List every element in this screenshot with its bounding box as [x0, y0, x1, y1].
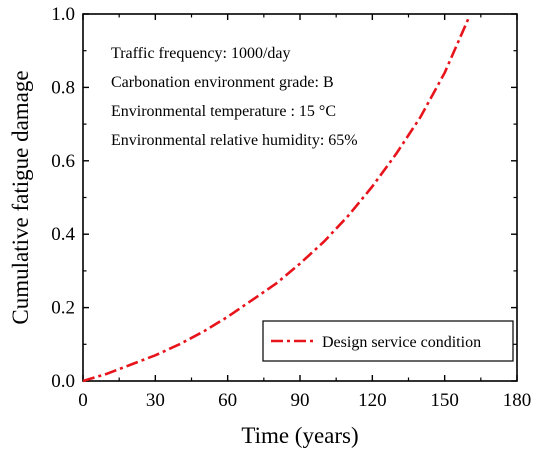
annotation-text: Traffic frequency: 1000/day	[111, 45, 291, 62]
annotation-text: Environmental temperature : 15 °C	[111, 103, 336, 120]
y-tick-label: 0.0	[51, 371, 75, 392]
y-tick-label: 0.2	[51, 298, 75, 319]
data-point	[226, 316, 228, 318]
y-tick-label: 1.0	[51, 4, 75, 25]
annotation-text: Carbonation environment grade: B	[111, 74, 334, 91]
series-line	[82, 17, 470, 383]
x-tick-label: 90	[291, 390, 310, 411]
x-tick-label: 0	[78, 390, 88, 411]
axes: 0 30 60 90 120 150 180 0.0 0.2 0.4 0.6 0.8 1.0 Time (…	[8, 4, 531, 448]
x-axis-label: Time (years)	[241, 423, 358, 448]
x-tick-label: 120	[358, 390, 387, 411]
x-tick-label: 180	[503, 390, 532, 411]
y-axis-label: Cumulative fatigue damage	[8, 70, 33, 324]
annotations: Traffic frequency: 1000/day Carbonation e…	[111, 45, 358, 149]
y-tick-label: 0.6	[51, 151, 75, 172]
y-tick-label: 0.4	[51, 224, 75, 245]
annotation-text: Environmental relative humidity: 65%	[111, 132, 358, 149]
series-layer	[82, 16, 470, 383]
x-tick-label: 60	[218, 390, 237, 411]
y-tick-label: 0.8	[51, 77, 75, 98]
x-tick-label: 150	[430, 390, 459, 411]
legend-label: Design service condition	[322, 334, 481, 351]
x-tick-label: 30	[146, 390, 165, 411]
legend: Design service condition	[262, 320, 514, 362]
data-point	[468, 16, 470, 18]
